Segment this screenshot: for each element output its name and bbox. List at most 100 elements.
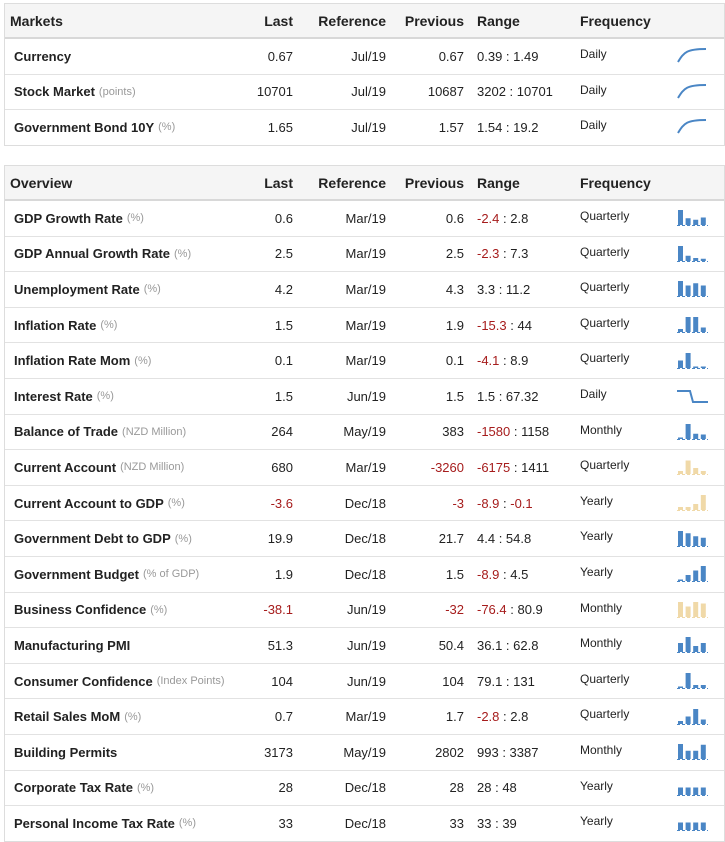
range-low: -8.9 [477, 566, 500, 582]
range-high: 67.32 [505, 388, 539, 404]
sparkline-chart[interactable] [675, 635, 709, 655]
sparkline-chart[interactable] [675, 244, 709, 264]
column-header-frequency[interactable]: Frequency [580, 12, 651, 29]
column-header-last[interactable]: Last [264, 12, 293, 29]
last-value: 104 [271, 673, 293, 689]
sparkline-bar [685, 822, 691, 831]
indicator-name-link[interactable]: Inflation Rate Mom [14, 353, 131, 369]
range-high: 48 [502, 780, 517, 796]
indicator-name-cell[interactable]: Stock Market (points) [14, 75, 136, 110]
indicator-name-link[interactable]: Corporate Tax Rate [14, 780, 133, 796]
indicator-name-cell[interactable]: Current Account (NZD Million) [14, 450, 184, 485]
frequency-label: Quarterly [580, 707, 630, 722]
indicator-name-cell[interactable]: Building Permits [14, 735, 117, 770]
indicator-name-link[interactable]: Manufacturing PMI [14, 637, 131, 653]
sparkline-chart[interactable] [675, 600, 709, 620]
sparkline-chart[interactable] [675, 351, 709, 371]
frequency-label: Yearly [580, 814, 613, 829]
range-low: -2.4 [477, 210, 500, 226]
sparkline-chart[interactable] [675, 457, 709, 477]
sparkline-chart[interactable] [675, 208, 709, 228]
indicator-name-link[interactable]: Unemployment Rate [14, 281, 140, 297]
range-low: -15.3 [477, 317, 507, 333]
frequency-label: Yearly [580, 778, 613, 793]
sparkline-bar [678, 507, 683, 511]
indicator-name-cell[interactable]: Government Debt to GDP (%) [14, 521, 192, 556]
range-cell: 993 : 3387 [477, 735, 538, 770]
sparkline-bar [700, 258, 706, 261]
markets-header-row: Markets Last Reference Previous Range Frequen… [5, 4, 724, 39]
column-header-last[interactable]: Last [264, 174, 293, 191]
indicator-name-link[interactable]: Government Bond 10Y [14, 119, 155, 135]
indicator-name-link[interactable]: Currency [14, 48, 72, 64]
column-header-previous[interactable]: Previous [404, 174, 464, 191]
sparkline-chart[interactable] [675, 46, 709, 66]
sparkline-chart[interactable] [675, 671, 709, 691]
sparkline-chart[interactable] [675, 707, 709, 727]
indicator-name-cell[interactable]: Manufacturing PMI [14, 628, 130, 663]
sparkline-chart[interactable] [675, 493, 709, 513]
table-row: Balance of Trade (NZD Million) 264 May/19 38… [5, 415, 724, 451]
column-header-range[interactable]: Range [477, 12, 520, 29]
indicator-name-link[interactable]: Interest Rate [14, 388, 93, 404]
indicator-name-link[interactable]: GDP Growth Rate [14, 210, 123, 226]
column-header-range[interactable]: Range [477, 174, 520, 191]
sparkline-chart[interactable] [675, 564, 709, 584]
indicator-name-link[interactable]: Balance of Trade [14, 424, 119, 440]
sparkline-chart[interactable] [675, 813, 709, 833]
column-header-name[interactable]: Overview [10, 174, 73, 191]
indicator-unit: (%) [174, 247, 192, 260]
indicator-name-cell[interactable]: Balance of Trade (NZD Million) [14, 415, 186, 450]
sparkline-bar [700, 822, 706, 831]
sparkline-chart[interactable] [675, 315, 709, 335]
sparkline-chart[interactable] [675, 529, 709, 549]
indicator-name-cell[interactable]: GDP Annual Growth Rate (%) [14, 237, 191, 272]
indicator-name-link[interactable]: Government Debt to GDP [14, 531, 171, 547]
indicator-name-link[interactable]: Consumer Confidence [14, 673, 153, 689]
range-separator: : [491, 815, 503, 831]
sparkline-chart[interactable] [675, 82, 709, 102]
indicator-name-link[interactable]: Building Permits [14, 744, 118, 760]
sparkline-chart[interactable] [675, 742, 709, 762]
indicator-name-cell[interactable]: Personal Income Tax Rate (%) [14, 806, 196, 841]
indicator-name-link[interactable]: Inflation Rate [14, 317, 97, 333]
column-header-frequency[interactable]: Frequency [580, 174, 651, 191]
indicator-name-cell[interactable]: Corporate Tax Rate (%) [14, 771, 154, 806]
column-header-reference[interactable]: Reference [318, 12, 386, 29]
column-header-previous[interactable]: Previous [404, 12, 464, 29]
indicator-name-cell[interactable]: Consumer Confidence (Index Points) [14, 664, 225, 699]
column-header-reference[interactable]: Reference [318, 174, 386, 191]
indicator-name-cell[interactable]: Interest Rate (%) [14, 379, 114, 414]
indicator-name-cell[interactable]: Currency [14, 39, 71, 74]
indicator-name-link[interactable]: Current Account to GDP [14, 495, 164, 511]
indicator-name-link[interactable]: Government Budget [14, 566, 139, 582]
sparkline-chart[interactable] [675, 279, 709, 299]
last-value: 0.67 [267, 48, 293, 64]
indicator-name-cell[interactable]: Retail Sales MoM (%) [14, 699, 141, 734]
indicator-name-cell[interactable]: Government Budget (% of GDP) [14, 557, 199, 592]
indicator-name-link[interactable]: Personal Income Tax Rate [14, 815, 175, 831]
sparkline-chart[interactable] [675, 117, 709, 137]
sparkline-chart[interactable] [675, 778, 709, 798]
indicator-name-link[interactable]: Current Account [14, 459, 117, 475]
indicator-name-cell[interactable]: Government Bond 10Y (%) [14, 110, 175, 145]
range-separator: : [495, 531, 506, 547]
range-cell: -2.3 : 7.3 [477, 237, 528, 272]
indicator-name-link[interactable]: Retail Sales MoM [14, 709, 121, 725]
range-cell: -2.8 : 2.8 [477, 699, 528, 734]
range-low: 36.1 [477, 637, 503, 653]
sparkline-chart[interactable] [675, 386, 709, 406]
range-cell: 28 : 48 [477, 771, 517, 806]
column-header-name[interactable]: Markets [10, 12, 63, 29]
indicator-name-cell[interactable]: Unemployment Rate (%) [14, 272, 161, 307]
indicator-name-cell[interactable]: Business Confidence (%) [14, 593, 167, 628]
indicator-name-cell[interactable]: Current Account to GDP (%) [14, 486, 185, 521]
indicator-name-cell[interactable]: Inflation Rate Mom (%) [14, 343, 151, 378]
sparkline-chart[interactable] [675, 422, 709, 442]
indicator-name-link[interactable]: Business Confidence [14, 602, 147, 618]
indicator-name-cell[interactable]: Inflation Rate (%) [14, 308, 117, 343]
last-value: 33 [278, 815, 293, 831]
indicator-name-link[interactable]: Stock Market [14, 84, 95, 100]
indicator-name-cell[interactable]: GDP Growth Rate (%) [14, 201, 144, 236]
indicator-name-link[interactable]: GDP Annual Growth Rate [14, 246, 171, 262]
